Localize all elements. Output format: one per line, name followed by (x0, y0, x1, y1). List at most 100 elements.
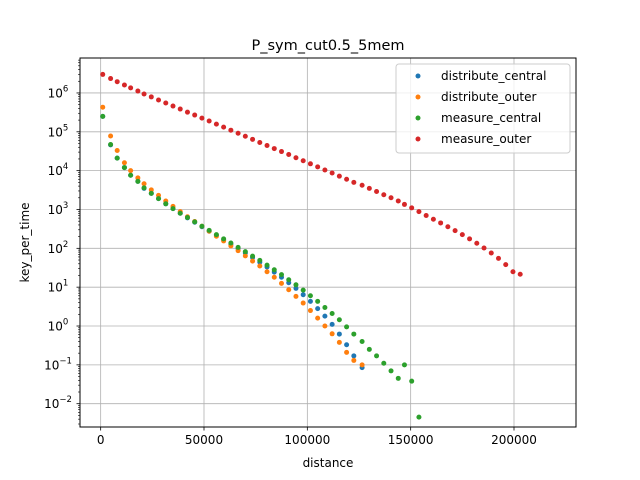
data-point (496, 255, 501, 261)
data-point (322, 313, 328, 319)
data-point (221, 124, 227, 130)
data-point (156, 196, 162, 202)
data-point (381, 360, 387, 366)
data-point (307, 308, 313, 314)
data-point (286, 287, 292, 293)
legend-label: distribute_central (441, 69, 546, 83)
data-point (192, 219, 198, 225)
data-point (163, 201, 169, 207)
data-point (481, 245, 487, 251)
data-point (170, 206, 176, 212)
data-point (488, 250, 494, 256)
data-point (250, 253, 256, 259)
data-point (344, 342, 350, 348)
data-point (293, 155, 299, 161)
data-point (416, 414, 422, 420)
data-point (228, 127, 234, 133)
data-point (156, 97, 162, 103)
data-point (170, 103, 176, 109)
legend-marker (415, 73, 421, 79)
data-point (300, 287, 306, 293)
data-point (114, 148, 120, 154)
data-point (114, 79, 120, 85)
legend-marker (415, 94, 421, 100)
data-point (141, 185, 147, 191)
data-point (307, 293, 313, 299)
data-point (438, 220, 444, 226)
data-point (128, 168, 134, 174)
legend-entry-measure-outer: measure_outer (415, 132, 531, 146)
data-point (100, 71, 106, 77)
data-point (235, 244, 241, 250)
data-point (300, 300, 306, 306)
data-point (430, 216, 436, 222)
data-point (141, 181, 147, 187)
legend-marker (415, 136, 421, 142)
data-point (135, 178, 141, 184)
data-point (271, 267, 277, 273)
data-point (344, 349, 350, 355)
data-point (206, 118, 212, 124)
legend-frame (395, 63, 571, 154)
data-point (213, 232, 219, 238)
data-point (148, 187, 154, 193)
data-point (257, 257, 263, 263)
data-point (199, 223, 205, 229)
data-point (307, 161, 313, 167)
data-point (315, 315, 321, 321)
data-point (177, 210, 183, 216)
legend-entry-measure-central: measure_central (415, 111, 541, 125)
data-point (359, 182, 365, 188)
data-point (374, 353, 380, 359)
data-point (409, 378, 415, 384)
legend-label: measure_central (441, 111, 541, 125)
data-point (271, 274, 277, 280)
data-point (264, 142, 270, 148)
data-point (351, 331, 357, 337)
data-point (264, 269, 270, 275)
chart-title: P_sym_cut0.5_5mem (251, 38, 404, 54)
series-measure-outer (100, 71, 523, 277)
data-point (300, 158, 306, 164)
data-point (401, 362, 407, 368)
data-point (141, 91, 147, 97)
data-point (108, 142, 114, 148)
data-point (121, 82, 127, 88)
data-point (135, 88, 141, 94)
data-point (279, 149, 284, 155)
data-point (374, 189, 380, 195)
x-tick-label: 150000 (388, 433, 434, 447)
data-point (452, 228, 458, 234)
data-points (100, 71, 523, 420)
data-point (279, 280, 284, 286)
data-point (329, 310, 335, 316)
data-point (459, 232, 465, 238)
data-point (128, 85, 134, 91)
data-point (184, 215, 190, 221)
data-point (192, 112, 198, 118)
data-point (148, 94, 154, 100)
data-point (474, 240, 480, 246)
data-point (257, 263, 263, 269)
data-point (184, 109, 190, 115)
data-point (395, 198, 401, 204)
data-point (279, 272, 284, 278)
data-point (163, 100, 169, 106)
y-axis-title: key_per_time (18, 202, 32, 282)
data-point (366, 185, 372, 191)
data-point (388, 195, 394, 201)
data-point (286, 277, 292, 283)
data-point (344, 324, 350, 330)
data-point (381, 192, 387, 198)
data-point (359, 338, 365, 344)
data-point (108, 133, 114, 139)
data-point (336, 339, 342, 345)
data-point (121, 160, 127, 166)
data-point (257, 140, 263, 146)
data-point (344, 176, 350, 182)
data-point (128, 172, 134, 178)
series-measure-central (100, 113, 422, 420)
data-point (293, 285, 299, 291)
data-point (351, 353, 357, 359)
